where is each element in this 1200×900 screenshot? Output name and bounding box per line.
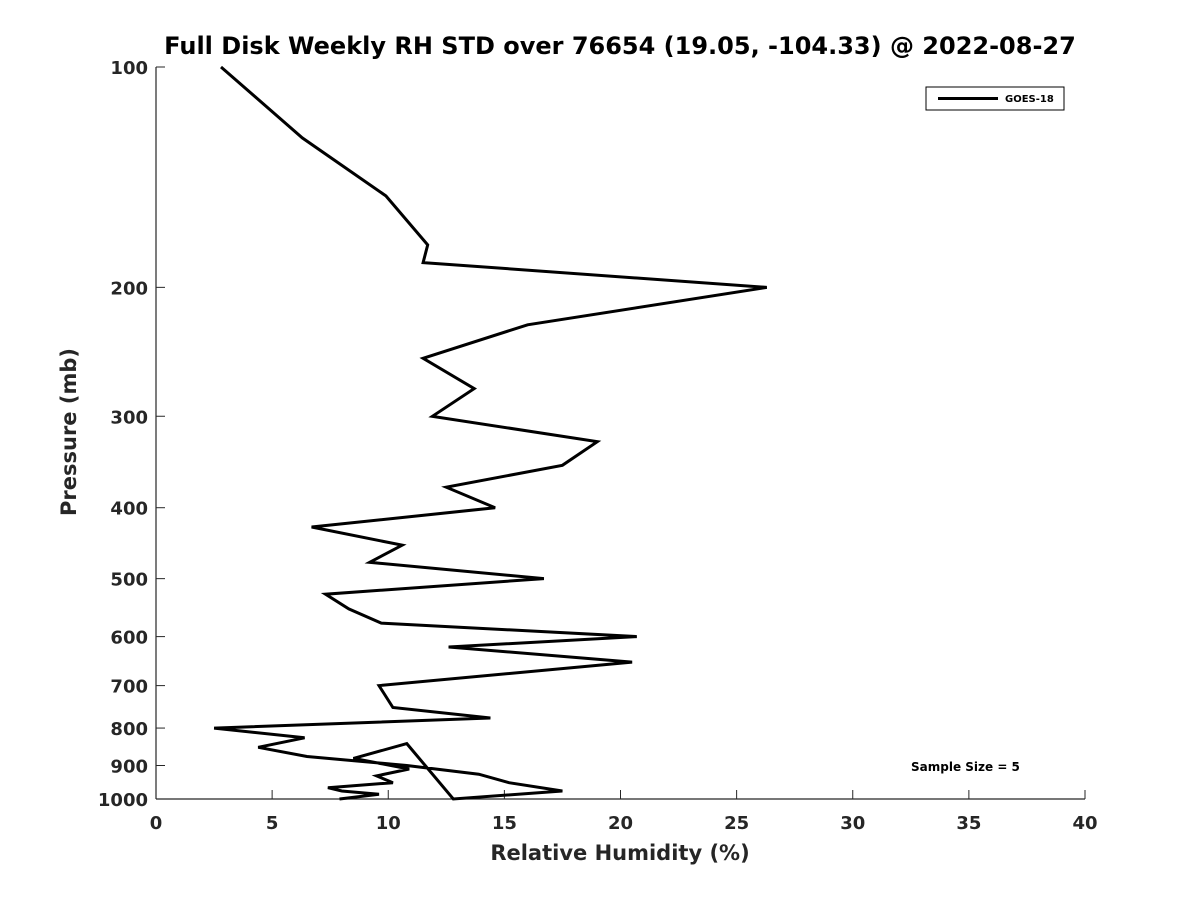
x-tick-label-30: 30: [840, 813, 865, 834]
y-axis-label: Pressure (mb): [57, 348, 81, 516]
y-tick-label-400: 400: [110, 499, 148, 520]
y-tick-label-600: 600: [110, 628, 148, 649]
x-tick-label-25: 25: [724, 813, 749, 834]
series-line-0: [213, 65, 768, 801]
sample-size-annotation: Sample Size = 5: [911, 760, 1020, 774]
y-tick-label-100: 100: [110, 58, 148, 79]
x-tick-label-20: 20: [608, 813, 633, 834]
y-tick-label-300: 300: [110, 407, 148, 428]
y-tick-label-900: 900: [110, 757, 148, 778]
x-tick-label-15: 15: [492, 813, 517, 834]
chart-title: Full Disk Weekly RH STD over 76654 (19.0…: [164, 32, 1076, 60]
y-tick-label-200: 200: [110, 278, 148, 299]
y-tick-label-500: 500: [110, 570, 148, 591]
legend-label: GOES-18: [1005, 94, 1054, 105]
y-tick-label-700: 700: [110, 677, 148, 698]
x-tick-label-35: 35: [956, 813, 981, 834]
x-axis-label: Relative Humidity (%): [490, 841, 749, 865]
legend: GOES-18: [925, 86, 1065, 111]
x-tick-label-5: 5: [266, 813, 279, 834]
y-tick-label-1000: 1000: [98, 790, 148, 811]
axes: 0 5 10 15 20 25 30 35 40 100 200 300 400 500 600 700 800…: [98, 58, 1098, 834]
x-tick-label-40: 40: [1072, 813, 1097, 834]
x-tick-label-10: 10: [376, 813, 401, 834]
x-tick-label-0: 0: [150, 813, 163, 834]
y-tick-label-800: 800: [110, 719, 148, 740]
plot-lines: [213, 65, 768, 801]
